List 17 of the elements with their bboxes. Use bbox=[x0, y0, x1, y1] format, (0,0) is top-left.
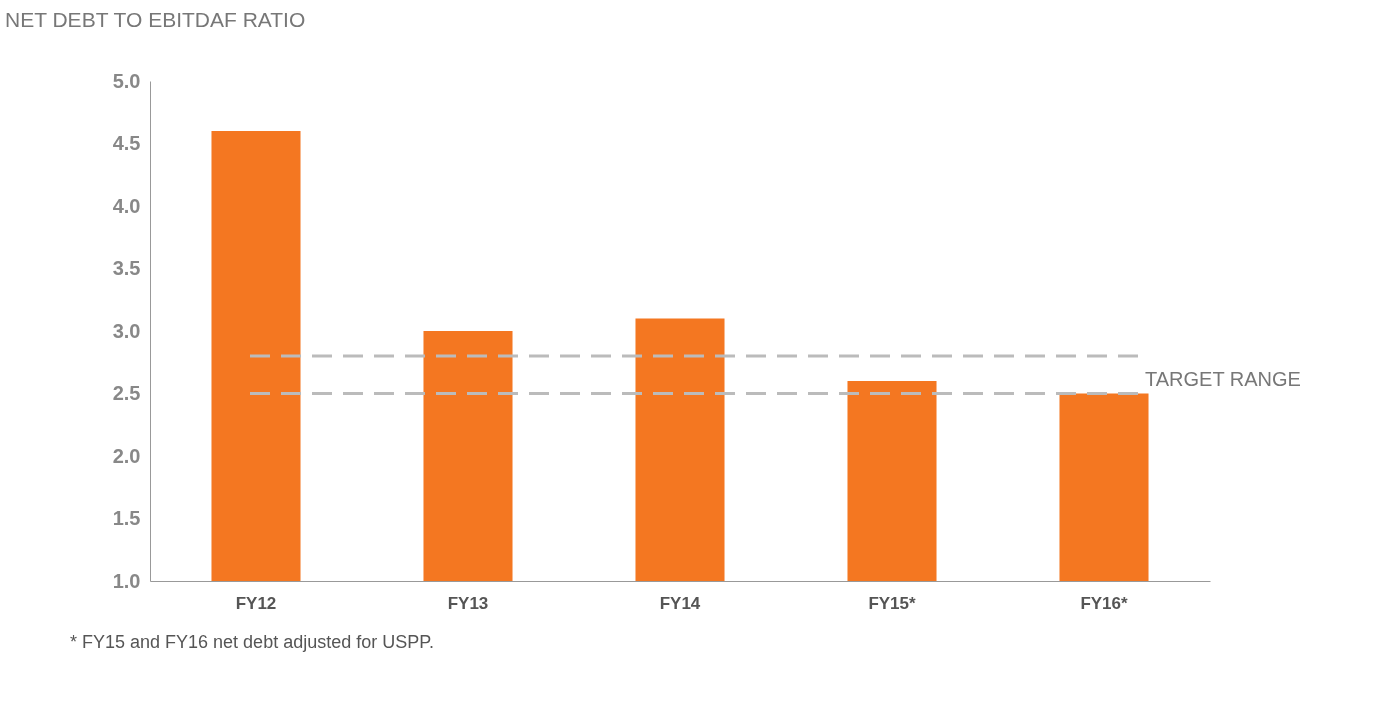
text: * FY15 and FY16 net debt adjusted for USPP. bbox=[70, 632, 434, 652]
y-tick-label: 5.0 bbox=[112, 69, 141, 92]
y-tick-label: 4.5 bbox=[112, 132, 141, 154]
y-tick-label: 2.0 bbox=[112, 444, 141, 467]
y-tick-label: 3.0 bbox=[112, 319, 141, 342]
y-tick-label: 1.5 bbox=[112, 507, 141, 529]
x-tick-label: FY15* bbox=[868, 593, 917, 613]
y-tick-label: 2.5 bbox=[112, 382, 141, 404]
y-tick-label: 1.0 bbox=[112, 569, 141, 592]
x-tick-label: FY12 bbox=[235, 593, 277, 613]
x-tick-label: FY14 bbox=[659, 593, 701, 613]
x-tick-label: FY13 bbox=[447, 593, 489, 613]
x-tick-label: FY16* bbox=[1080, 593, 1129, 613]
ref-line-label: TARGET RANGE bbox=[1145, 367, 1301, 390]
chart-title: NET DEBT TO EBITDAF RATIO bbox=[5, 8, 306, 31]
y-tick-label: 3.5 bbox=[112, 257, 141, 279]
y-tick-label: 4.0 bbox=[112, 194, 141, 217]
